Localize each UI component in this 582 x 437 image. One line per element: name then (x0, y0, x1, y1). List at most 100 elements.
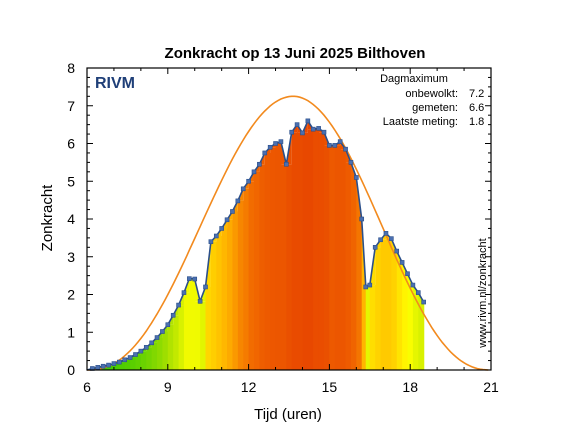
zonkracht-bar (167, 324, 174, 370)
measurement-marker (389, 236, 394, 241)
measurement-marker (327, 143, 332, 148)
zonkracht-bar (232, 211, 239, 370)
measurement-marker (300, 130, 305, 136)
zonkracht-bar (205, 286, 212, 370)
zonkracht-bar (302, 132, 309, 370)
measurement-marker (111, 361, 117, 366)
measurement-marker (321, 129, 327, 135)
zonkracht-bar (216, 235, 223, 370)
measurement-marker (405, 271, 410, 277)
source-url: www.rivm.nl/zonkracht (477, 238, 489, 348)
measurement-marker (278, 139, 284, 144)
zonkracht-bar (307, 129, 314, 370)
measurement-marker (354, 175, 359, 180)
y-tick-label: 8 (67, 60, 75, 76)
measurement-marker (367, 282, 373, 288)
zonkracht-bar (329, 145, 336, 370)
measurement-marker (192, 276, 198, 282)
zonkracht-bar (396, 262, 403, 370)
info-label-laatste-meting: Laatste meting: (383, 116, 458, 128)
zonkracht-bar (380, 239, 387, 370)
x-tick-label: 15 (322, 379, 338, 395)
bar-series (87, 120, 425, 370)
info-label-onbewolkt: onbewolkt: (405, 88, 458, 100)
measurement-marker (359, 216, 365, 222)
zonkracht-bar (391, 251, 398, 370)
zonkracht-bar (375, 247, 382, 370)
measurement-marker (343, 146, 348, 152)
zonkracht-bar (151, 342, 158, 370)
measurement-marker (348, 160, 354, 165)
zonkracht-bar (345, 162, 352, 370)
y-tick-label: 7 (67, 98, 75, 114)
measurement-marker (187, 276, 192, 281)
measurement-marker (127, 355, 133, 360)
measurement-marker (316, 126, 321, 131)
measurement-marker (246, 178, 251, 184)
zonkracht-bar (407, 285, 414, 370)
measurement-marker (294, 122, 300, 127)
y-axis: 0 1 2 3 4 5 6 7 8 (67, 60, 491, 378)
zonkracht-bar (280, 164, 287, 370)
zonkracht-bar (356, 219, 363, 370)
zonkracht-bar (253, 171, 260, 370)
measurement-marker (273, 141, 278, 146)
y-tick-label: 1 (67, 324, 75, 340)
x-axis: 6 9 12 15 18 21 (83, 68, 499, 395)
y-tick-label: 0 (67, 362, 75, 378)
rivm-logo: RIVM (95, 75, 135, 92)
measurement-marker (421, 299, 426, 305)
measurement-marker (337, 139, 343, 144)
x-tick-label: 21 (483, 379, 499, 395)
zonkracht-bar (103, 366, 110, 370)
info-value-gemeten: 6.6 (469, 102, 484, 114)
zonkracht-bar (173, 315, 180, 370)
measurement-marker (165, 322, 171, 328)
zonkracht-bar (113, 363, 120, 370)
zonkracht-bar (189, 279, 196, 370)
zonkracht-bar (130, 357, 137, 370)
zonkracht-bar (361, 286, 367, 370)
clear-sky-curve (87, 95, 489, 371)
measurement-marker (160, 329, 165, 334)
measurement-marker (378, 237, 383, 243)
measurement-marker (235, 198, 241, 204)
zonkracht-bar (385, 238, 392, 370)
measurement-marker (176, 302, 181, 308)
info-box: Dagmaximum onbewolkt: 7.2 gemeten: 6.6 L… (380, 73, 484, 128)
zonkracht-bar (146, 347, 153, 370)
measurement-marker (219, 226, 224, 231)
zonkracht-bar (210, 241, 217, 370)
zonkracht-bar (291, 132, 298, 370)
zonkracht-bar (369, 285, 376, 370)
measurement-marker (224, 217, 230, 223)
zonkracht-bar (162, 331, 169, 370)
measurement-marker (149, 340, 154, 346)
measurement-marker (262, 150, 268, 156)
zonkracht-bar (286, 164, 293, 370)
info-heading: Dagmaximum (380, 73, 448, 85)
measurement-marker (394, 248, 400, 254)
measurement-marker (122, 357, 128, 363)
measurement-marker (257, 161, 262, 167)
zonkracht-bar (183, 292, 190, 370)
zonkracht-bar (108, 365, 115, 370)
measurement-marker (383, 231, 389, 236)
measurement-marker (240, 186, 246, 192)
measurement-marker (399, 260, 405, 265)
zonkracht-bar (264, 152, 271, 370)
measurement-marker (197, 298, 203, 304)
zonkracht-bar (140, 351, 147, 370)
measurement-marker (154, 335, 160, 340)
zonkracht-bar (350, 177, 357, 370)
y-tick-label: 5 (67, 173, 75, 189)
zonkracht-bar (259, 164, 266, 370)
measurement-marker (284, 161, 289, 167)
zonkracht-bar (237, 200, 244, 370)
measurement-marker (106, 362, 111, 368)
measurement-marker (332, 143, 338, 148)
zonkracht-bar (418, 302, 425, 370)
zonkracht-bar (157, 337, 164, 370)
zonkracht-bar (248, 181, 255, 370)
